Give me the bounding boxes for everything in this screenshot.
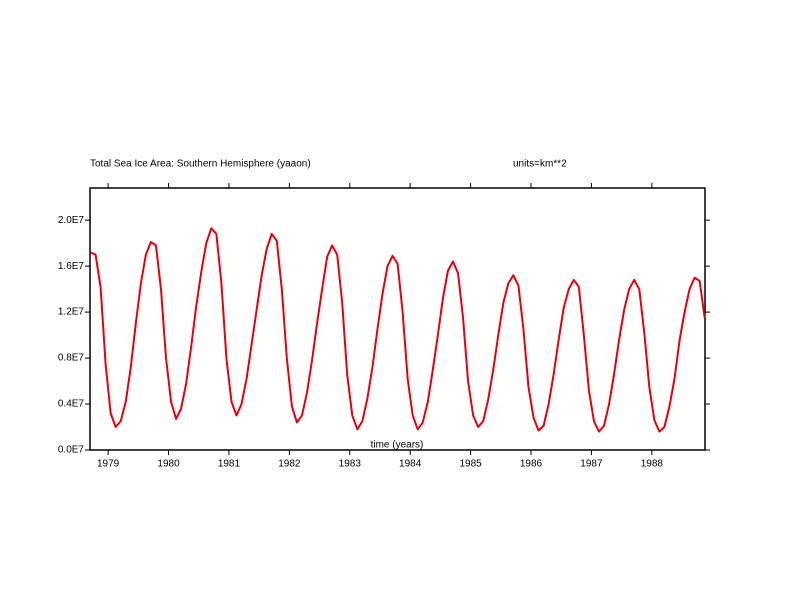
- x-tick-label: 1988: [641, 459, 664, 470]
- y-tick-label: 2.0E7: [58, 215, 85, 226]
- data-line: [90, 227, 706, 433]
- x-axis-label: time (years): [371, 440, 424, 451]
- y-tick-label: 1.6E7: [58, 261, 85, 272]
- x-tick-label: 1985: [459, 459, 482, 470]
- y-tick-label: 0.8E7: [58, 353, 85, 364]
- x-tick-label: 1980: [157, 459, 180, 470]
- x-tick-label: 1981: [218, 459, 241, 470]
- y-tick-label: 0.0E7: [58, 445, 85, 456]
- units-label: units=km**2: [513, 159, 567, 170]
- y-tick-label: 1.2E7: [58, 307, 85, 318]
- y-tick-label: 0.4E7: [58, 399, 85, 410]
- x-tick-label: 1984: [399, 459, 422, 470]
- x-tick-label: 1987: [580, 459, 603, 470]
- x-tick-label: 1983: [339, 459, 362, 470]
- x-tick-label: 1979: [97, 459, 120, 470]
- x-tick-label: 1986: [520, 459, 543, 470]
- chart-title: Total Sea Ice Area: Southern Hemisphere …: [90, 159, 311, 170]
- x-tick-label: 1982: [278, 459, 301, 470]
- plot-frame: [89, 187, 706, 451]
